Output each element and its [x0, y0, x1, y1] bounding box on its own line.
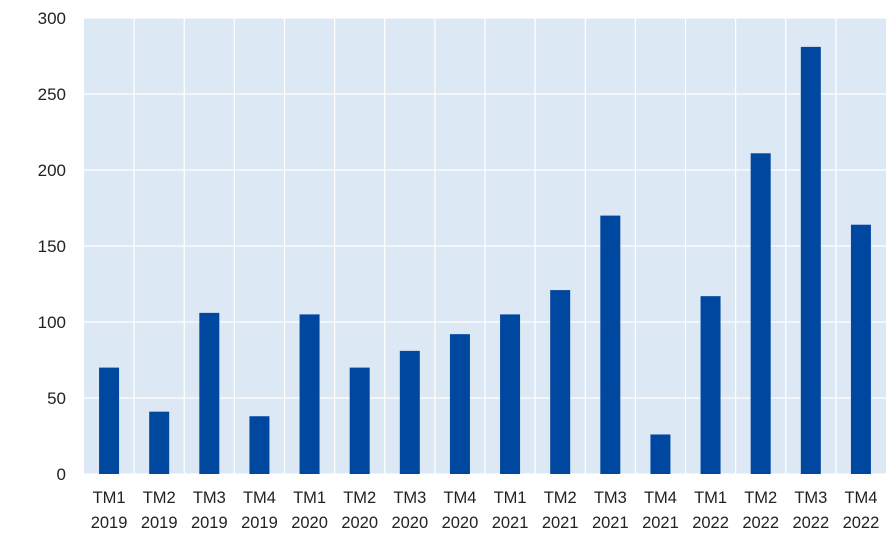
x-tick-label: TM2 2022	[742, 489, 779, 532]
bar	[449, 334, 470, 474]
bar	[850, 224, 871, 474]
bar	[99, 367, 120, 474]
x-tick-label: TM2 2020	[341, 489, 378, 532]
bar	[299, 314, 320, 474]
y-axis: 0 50 100 150 200 250 300	[38, 9, 66, 484]
y-tick-label: 150	[38, 237, 66, 256]
x-tick-label: TM1 2020	[291, 489, 328, 532]
x-tick-label: TM4 2019	[241, 489, 278, 532]
bar	[149, 411, 170, 474]
x-tick-label: TM3 2019	[191, 489, 228, 532]
x-tick-label: TM3 2021	[592, 489, 629, 532]
bar	[700, 296, 721, 474]
x-tick-label: TM3 2020	[391, 489, 428, 532]
bar	[399, 350, 420, 474]
bar	[349, 367, 370, 474]
bar	[249, 416, 270, 474]
bar	[600, 215, 621, 474]
bar	[199, 312, 220, 474]
bar	[500, 314, 521, 474]
bar	[650, 434, 671, 474]
y-tick-label: 200	[38, 161, 66, 180]
x-axis: TM1 2019 TM2 2019 TM3 2019 TM4 2019 TM1 2020 TM2 20…	[91, 489, 880, 532]
y-tick-label: 0	[57, 465, 66, 484]
bars	[99, 46, 871, 474]
bar	[750, 153, 771, 474]
y-tick-label: 50	[47, 389, 66, 408]
y-tick-label: 300	[38, 9, 66, 28]
bar	[550, 290, 571, 474]
x-tick-label: TM2 2019	[141, 489, 178, 532]
y-tick-label: 100	[38, 313, 66, 332]
x-tick-label: TM4 2020	[442, 489, 479, 532]
x-tick-label: TM3 2022	[792, 489, 829, 532]
y-tick-label: 250	[38, 85, 66, 104]
x-tick-label: TM1 2022	[692, 489, 729, 532]
bar	[800, 46, 821, 474]
x-tick-label: TM4 2022	[843, 489, 880, 532]
x-tick-label: TM2 2021	[542, 489, 579, 532]
x-tick-label: TM4 2021	[642, 489, 679, 532]
x-tick-label: TM1 2019	[91, 489, 128, 532]
x-tick-label: TM1 2021	[492, 489, 529, 532]
